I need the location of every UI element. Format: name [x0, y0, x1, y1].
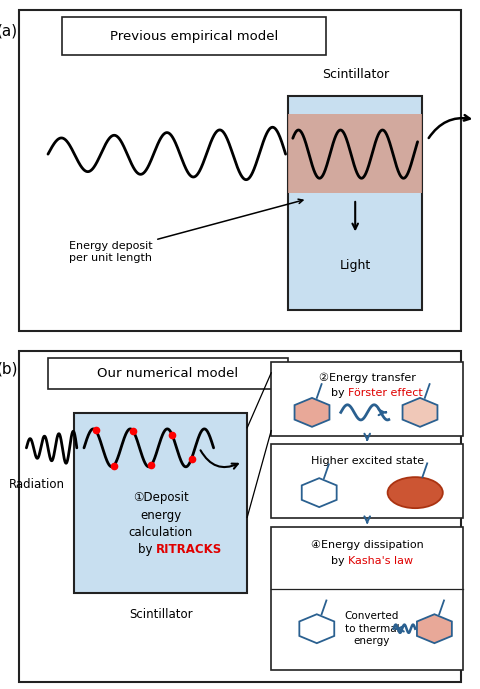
Text: Scintillator: Scintillator: [322, 68, 389, 81]
Text: calculation: calculation: [129, 526, 193, 539]
Bar: [48, 358, 288, 389]
Text: RITRACKS: RITRACKS: [156, 543, 222, 556]
Text: by: by: [331, 555, 348, 566]
Text: by: by: [138, 543, 156, 556]
Polygon shape: [295, 398, 329, 427]
Bar: [288, 96, 422, 310]
Text: (a): (a): [0, 23, 18, 39]
Text: ④Energy dissipation: ④Energy dissipation: [311, 540, 423, 551]
Polygon shape: [302, 478, 336, 507]
Text: energy: energy: [140, 508, 181, 522]
Bar: [288, 114, 422, 192]
Bar: [271, 362, 463, 436]
Text: Förster effect: Förster effect: [348, 389, 423, 398]
Text: Radiation: Radiation: [9, 477, 64, 491]
Text: (b): (b): [0, 361, 18, 376]
Text: Kasha's law: Kasha's law: [348, 555, 413, 566]
Polygon shape: [403, 398, 437, 427]
Bar: [74, 413, 247, 593]
Bar: [271, 527, 463, 670]
Bar: [271, 444, 463, 518]
Text: Light: Light: [339, 259, 371, 271]
Text: Higher excited state: Higher excited state: [311, 456, 424, 466]
Polygon shape: [300, 615, 334, 644]
Text: ①Deposit: ①Deposit: [133, 491, 189, 504]
Text: Our numerical model: Our numerical model: [97, 367, 239, 380]
Ellipse shape: [387, 477, 443, 508]
Bar: [62, 17, 326, 55]
Text: Previous empirical model: Previous empirical model: [110, 30, 278, 43]
Text: by: by: [331, 389, 348, 398]
Text: Converted
to thermal
energy: Converted to thermal energy: [345, 611, 399, 646]
Text: Scintillator: Scintillator: [129, 608, 192, 621]
Polygon shape: [417, 615, 452, 644]
Text: Energy deposit
per unit length: Energy deposit per unit length: [69, 199, 303, 263]
Text: ②Energy transfer: ②Energy transfer: [319, 373, 416, 384]
